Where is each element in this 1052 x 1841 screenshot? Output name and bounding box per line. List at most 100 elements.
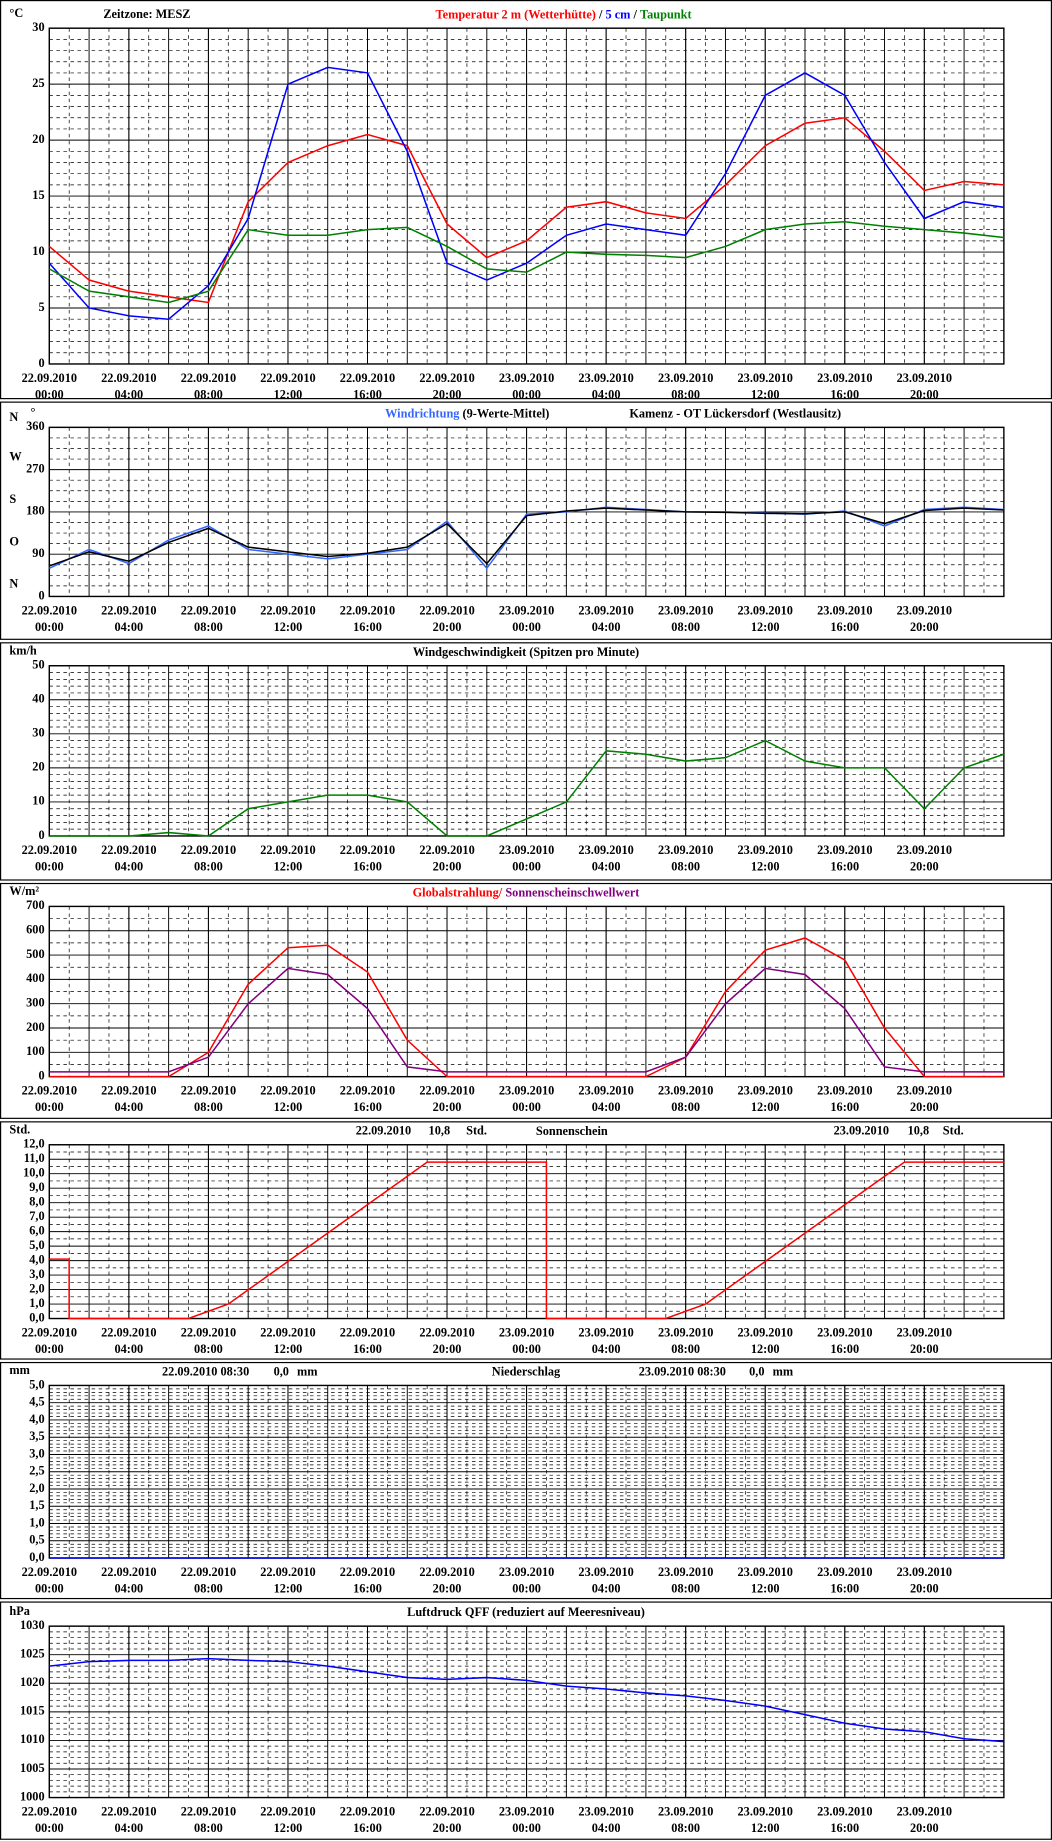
x-tick-time: 20:00: [433, 620, 462, 634]
y-tick-label: 9,0: [29, 1180, 44, 1194]
y-tick-label: 400: [26, 971, 44, 985]
y-tick-label: 0,0: [29, 1310, 44, 1324]
x-tick-time: 16:00: [830, 1342, 859, 1356]
y-tick-label: 1,5: [29, 1498, 44, 1512]
x-tick-time: 08:00: [671, 1821, 700, 1835]
title-part: Sonnenschein: [536, 1124, 608, 1138]
x-tick-time: 04:00: [114, 1100, 143, 1114]
x-tick-time: 16:00: [830, 1821, 859, 1835]
x-tick-time: 04:00: [592, 1582, 621, 1596]
x-tick-date: 23.09.2010: [897, 1805, 952, 1819]
panel-border: [0, 1361, 1052, 1600]
y-tick-label: 10: [32, 244, 44, 258]
x-tick-date: 22.09.2010: [340, 1805, 395, 1819]
y-tick-label: 3,5: [29, 1429, 44, 1443]
y-tick-label: 200: [26, 1020, 44, 1034]
x-tick-time: 00:00: [512, 859, 541, 873]
annotation: mm: [773, 1364, 794, 1378]
y-tick-label: 30: [32, 20, 44, 34]
annotation: 23.09.2010 08:30: [639, 1364, 726, 1378]
y-tick-label: 1030: [20, 1618, 45, 1632]
x-tick-time: 00:00: [512, 1582, 541, 1596]
y-tick-label: 10: [32, 794, 44, 808]
data-line: [49, 1161, 1004, 1320]
y-tick-label: 15: [32, 188, 44, 202]
x-tick-date: 23.09.2010: [578, 604, 633, 618]
x-tick-date: 23.09.2010: [578, 1805, 633, 1819]
x-tick-date: 22.09.2010: [181, 843, 236, 857]
x-tick-time: 16:00: [830, 1100, 859, 1114]
y-tick-label: 1,0: [29, 1296, 44, 1310]
title-part: Luftdruck QFF (reduziert auf Meeresnivea…: [407, 1605, 645, 1619]
y-tick-label: 5: [38, 300, 44, 314]
title-part: /: [596, 7, 606, 21]
x-tick-time: 12:00: [274, 1582, 303, 1596]
unit-label: hPa: [9, 1604, 30, 1618]
x-tick-date: 23.09.2010: [738, 1565, 793, 1579]
x-tick-time: 12:00: [751, 859, 780, 873]
x-tick-time: 12:00: [751, 388, 780, 402]
direction-label: O: [9, 534, 19, 548]
y-tick-label: 700: [26, 898, 44, 912]
y-tick-label: 2,5: [29, 1464, 44, 1478]
x-tick-time: 20:00: [910, 1342, 939, 1356]
x-tick-date: 22.09.2010: [22, 371, 77, 385]
x-tick-date: 23.09.2010: [897, 843, 952, 857]
x-tick-time: 20:00: [433, 1342, 462, 1356]
data-line: [49, 1657, 1004, 1743]
x-tick-date: 23.09.2010: [499, 1805, 554, 1819]
x-tick-date: 23.09.2010: [817, 371, 872, 385]
x-tick-time: 04:00: [114, 1582, 143, 1596]
x-tick-time: 08:00: [194, 620, 223, 634]
x-tick-time: 08:00: [194, 1342, 223, 1356]
y-tick-label: 1025: [20, 1647, 45, 1661]
y-tick-label: 1005: [20, 1761, 45, 1775]
x-tick-time: 20:00: [910, 388, 939, 402]
unit-label: mm: [9, 1363, 30, 1377]
annotation: Std.: [943, 1124, 964, 1138]
panel-border: [0, 401, 1052, 640]
x-tick-date: 22.09.2010: [101, 371, 156, 385]
y-tick-label: 3,0: [29, 1267, 44, 1281]
data-line: [48, 116, 1004, 304]
x-tick-time: 12:00: [274, 1100, 303, 1114]
x-tick-date: 22.09.2010: [101, 843, 156, 857]
x-tick-date: 22.09.2010: [101, 1084, 156, 1098]
x-tick-date: 22.09.2010: [181, 1084, 236, 1098]
x-tick-date: 22.09.2010: [22, 1326, 77, 1340]
x-tick-time: 16:00: [353, 1821, 382, 1835]
x-tick-date: 22.09.2010: [22, 1084, 77, 1098]
y-tick-label: 5,0: [29, 1238, 44, 1252]
annotation: 22.09.2010 08:30: [162, 1364, 249, 1378]
y-tick-label: 5,0: [29, 1377, 44, 1391]
x-tick-date: 23.09.2010: [817, 1326, 872, 1340]
x-tick-time: 04:00: [114, 1821, 143, 1835]
x-tick-date: 23.09.2010: [499, 604, 554, 618]
x-tick-time: 04:00: [114, 1342, 143, 1356]
x-tick-time: 08:00: [194, 388, 223, 402]
direction-label: W: [9, 450, 22, 464]
annotation: mm: [297, 1364, 318, 1378]
x-tick-date: 23.09.2010: [817, 1084, 872, 1098]
title-part: Windgeschwindigkeit (Spitzen pro Minute): [413, 645, 639, 659]
data-line: [48, 66, 1004, 321]
y-tick-label: 500: [26, 947, 44, 961]
x-tick-date: 22.09.2010: [181, 1805, 236, 1819]
y-tick-label: 30: [32, 726, 44, 740]
direction-label: N: [9, 577, 18, 591]
chart-title: Globalstrahlung/ Sonnenscheinschwellwert: [413, 885, 641, 899]
y-tick-label: 4,0: [29, 1252, 44, 1266]
x-tick-time: 00:00: [35, 1342, 64, 1356]
annotation: 23.09.2010: [834, 1124, 889, 1138]
x-tick-time: 20:00: [910, 620, 939, 634]
annotation: 10,8: [429, 1124, 451, 1138]
x-tick-date: 22.09.2010: [260, 604, 315, 618]
x-tick-date: 23.09.2010: [578, 1326, 633, 1340]
data-line: [49, 937, 1004, 1078]
plot-frame: [48, 1144, 1005, 1320]
unit-label: °C: [9, 6, 23, 20]
x-tick-time: 16:00: [353, 620, 382, 634]
x-tick-date: 22.09.2010: [419, 1326, 474, 1340]
x-tick-time: 00:00: [35, 388, 64, 402]
